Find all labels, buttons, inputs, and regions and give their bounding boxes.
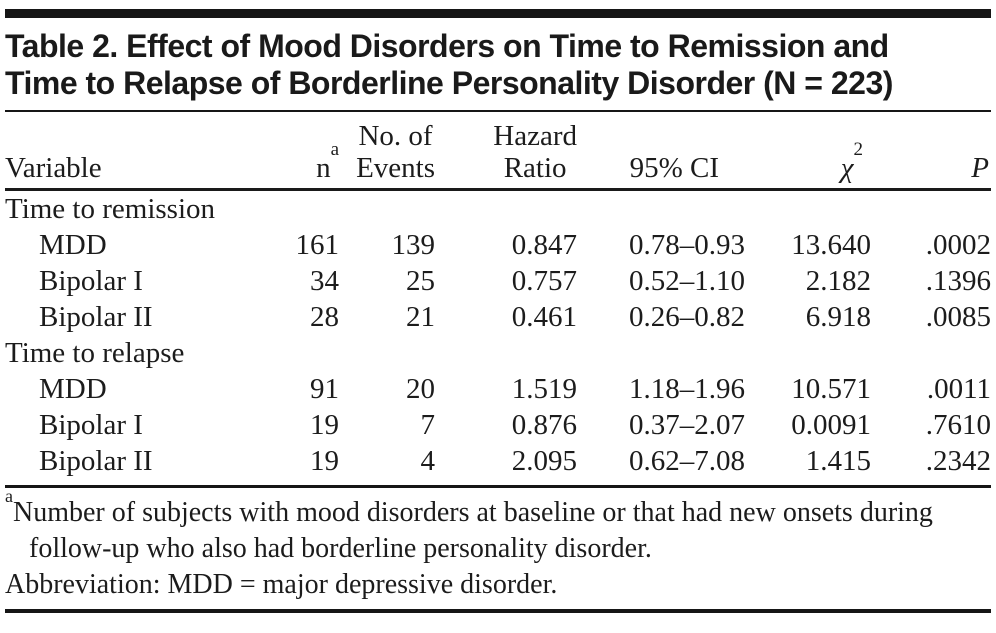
cell-p: .0011: [926, 373, 991, 405]
cell-hazard-ratio: 0.461: [511, 301, 577, 333]
table-row: Bipolar II 28 21 0.461 0.26–0.82 6.918 .…: [5, 299, 991, 335]
col-header-events-stack: No. of Events: [356, 120, 435, 184]
cell-n: 161: [295, 229, 340, 261]
bottom-rule: [5, 609, 991, 613]
cell-variable: Bipolar II: [39, 445, 153, 477]
section-label: Time to remission: [5, 193, 216, 225]
col-header-p: P: [871, 112, 991, 191]
table-row: Bipolar I 19 7 0.876 0.37–2.07 0.0091 .7…: [5, 407, 991, 443]
col-header-n-sup: a: [330, 139, 339, 161]
cell-ci: 0.78–0.93: [629, 229, 745, 261]
cell-p: .7610: [925, 409, 991, 441]
title-rule: [5, 110, 991, 112]
cell-events: 25: [406, 265, 435, 297]
col-header-chi2-base: χ: [840, 152, 854, 184]
section-row-remission: Time to remission: [5, 190, 991, 228]
cell-hazard-ratio: 0.847: [511, 229, 577, 261]
cell-events: 139: [391, 229, 436, 261]
cell-hazard-ratio: 0.757: [511, 265, 577, 297]
cell-variable: MDD: [39, 373, 107, 405]
cell-chi2: 1.415: [805, 445, 871, 477]
col-header-hazard-ratio: Hazard Ratio: [435, 112, 577, 191]
cell-ci: 0.52–1.10: [629, 265, 745, 297]
footnote-a-marker: a: [5, 485, 13, 506]
cell-n: 19: [310, 409, 339, 441]
cell-ci: 1.18–1.96: [629, 373, 745, 405]
cell-n: 34: [310, 265, 339, 297]
cell-hazard-ratio: 1.519: [511, 373, 577, 405]
col-header-hazard-line1: Hazard: [493, 120, 577, 152]
cell-chi2: 6.918: [805, 301, 871, 333]
col-header-ci: 95% CI: [577, 112, 745, 191]
cell-p: .0002: [925, 229, 991, 261]
table-body: Time to remission MDD 161 139 0.847 0.78…: [5, 190, 991, 480]
header-row: Variable na No. of Events Hazard Ratio 9…: [5, 112, 991, 191]
col-header-chi2-sup: 2: [853, 139, 864, 161]
cell-n: 28: [310, 301, 339, 333]
cell-ci: 0.62–7.08: [629, 445, 745, 477]
col-header-variable: Variable: [5, 112, 273, 191]
cell-chi2: 0.0091: [791, 409, 871, 441]
cell-variable: MDD: [39, 229, 107, 261]
body-rule: [5, 485, 991, 488]
cell-p: .1396: [925, 265, 991, 297]
section-label: Time to relapse: [5, 337, 185, 369]
cell-variable: Bipolar II: [39, 301, 153, 333]
footnote-a: aNumber of subjects with mood disorders …: [5, 487, 981, 567]
footnotes: aNumber of subjects with mood disorders …: [5, 487, 991, 603]
top-rule: [5, 9, 991, 18]
cell-variable: Bipolar I: [39, 265, 143, 297]
table-title-line2: Time to Relapse of Borderline Personalit…: [5, 65, 893, 101]
cell-p: .2342: [925, 445, 991, 477]
cell-n: 91: [310, 373, 339, 405]
results-table: Variable na No. of Events Hazard Ratio 9…: [5, 112, 991, 479]
cell-events: 20: [406, 373, 435, 405]
cell-events: 21: [406, 301, 435, 333]
footnote-abbreviation: Abbreviation: MDD = major depressive dis…: [5, 569, 558, 600]
col-header-n: na: [273, 112, 339, 191]
table-row: Bipolar I 34 25 0.757 0.52–1.10 2.182 .1…: [5, 263, 991, 299]
cell-chi2: 13.640: [791, 229, 871, 261]
cell-ci: 0.37–2.07: [629, 409, 745, 441]
cell-n: 19: [310, 445, 339, 477]
col-header-events-line2: Events: [356, 152, 435, 184]
col-header-n-base: n: [316, 152, 331, 184]
table-header: Variable na No. of Events Hazard Ratio 9…: [5, 112, 991, 191]
cell-variable: Bipolar I: [39, 409, 143, 441]
table-title-line1: Table 2. Effect of Mood Disorders on Tim…: [5, 28, 889, 64]
section-row-relapse: Time to relapse: [5, 335, 991, 371]
col-header-hazard-line2: Ratio: [503, 152, 567, 184]
cell-ci: 0.26–0.82: [629, 301, 745, 333]
cell-hazard-ratio: 0.876: [511, 409, 577, 441]
table-row: Bipolar II 19 4 2.095 0.62–7.08 1.415 .2…: [5, 443, 991, 479]
table-title: Table 2. Effect of Mood Disorders on Tim…: [5, 28, 991, 102]
cell-p: .0085: [925, 301, 991, 333]
table-row: MDD 91 20 1.519 1.18–1.96 10.571 .0011: [5, 371, 991, 407]
footnote-a-text: Number of subjects with mood disorders a…: [13, 497, 933, 564]
cell-events: 4: [420, 445, 436, 477]
col-header-events-line1: No. of: [358, 120, 433, 152]
col-header-events: No. of Events: [339, 112, 435, 191]
cell-hazard-ratio: 2.095: [511, 445, 577, 477]
cell-chi2: 10.571: [791, 373, 871, 405]
col-header-hazard-stack: Hazard Ratio: [493, 120, 577, 184]
cell-chi2: 2.182: [805, 265, 871, 297]
col-header-chi2: χ2: [745, 112, 871, 191]
cell-events: 7: [420, 409, 436, 441]
table-row: MDD 161 139 0.847 0.78–0.93 13.640 .0002: [5, 227, 991, 263]
